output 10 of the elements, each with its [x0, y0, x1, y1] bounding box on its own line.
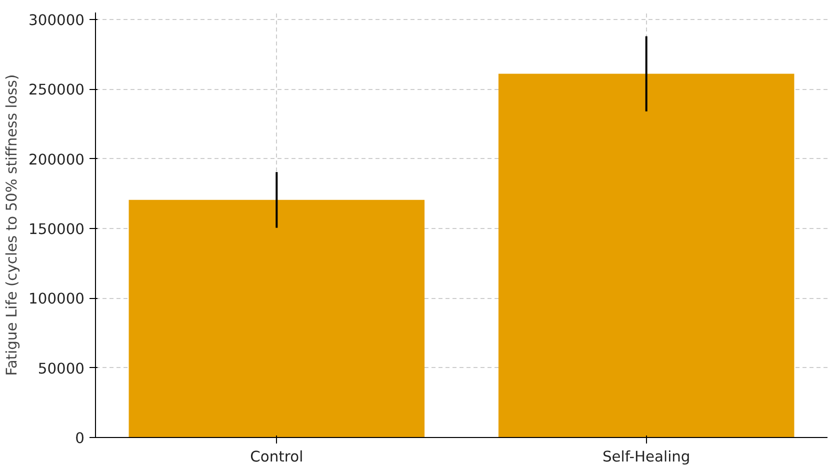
y-tick-label: 250000: [28, 82, 85, 99]
x-tick-label: Control: [250, 448, 304, 466]
y-tick-label: 300000: [28, 12, 85, 29]
y-tick-label: 200000: [28, 151, 85, 168]
y-tick-label: 0: [75, 430, 85, 447]
y-tick-label: 50000: [38, 360, 84, 378]
x-tick-label: Self-Healing: [602, 448, 690, 466]
y-tick-label: 100000: [28, 290, 85, 308]
y-axis-title: Fatigue Life (cycles to 50% stiffness loss): [4, 74, 21, 376]
y-tick-label: 150000: [28, 220, 85, 238]
